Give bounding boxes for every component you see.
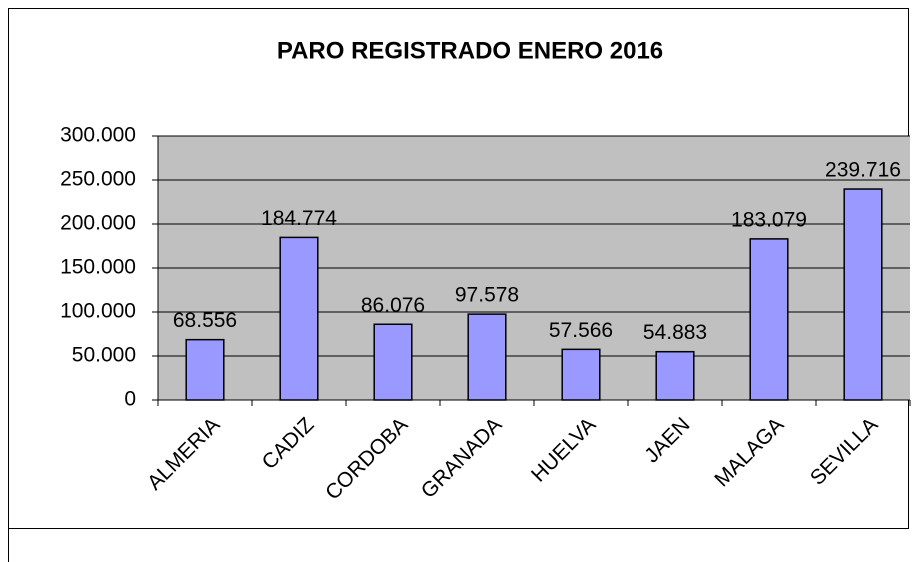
bar [561, 348, 601, 401]
y-tick-label: 250.000 [60, 168, 136, 191]
data-label: 57.566 [549, 319, 613, 342]
data-label: 239.716 [825, 159, 901, 182]
y-tick-label: 0 [124, 388, 136, 411]
chart-title: PARO REGISTRADO ENERO 2016 [277, 37, 663, 64]
y-tick-label: 50.000 [72, 344, 136, 367]
bar [279, 236, 319, 401]
bar [185, 338, 225, 401]
data-label: 54.883 [643, 321, 707, 344]
bar [749, 238, 789, 401]
bar [843, 188, 883, 401]
data-label: 97.578 [455, 284, 519, 307]
bar [373, 323, 413, 401]
y-tick-label: 200.000 [60, 212, 136, 235]
data-label: 184.774 [261, 207, 337, 230]
y-tick-label: 300.000 [60, 124, 136, 147]
data-label: 183.079 [731, 208, 807, 231]
bar [655, 350, 695, 401]
bar [467, 313, 507, 401]
y-tick-label: 100.000 [60, 300, 136, 323]
data-label: 86.076 [361, 294, 425, 317]
data-label: 68.556 [173, 309, 237, 332]
y-tick-label: 150.000 [60, 256, 136, 279]
